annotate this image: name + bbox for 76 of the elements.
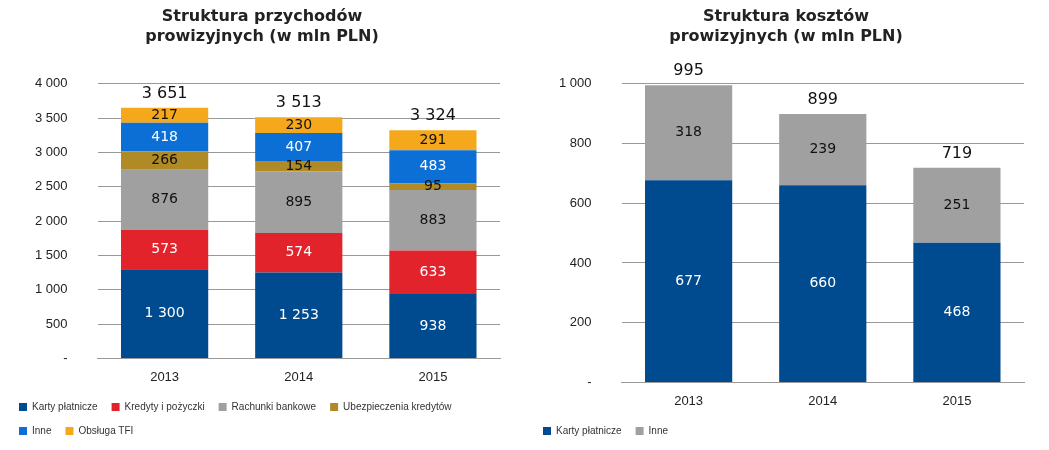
bar [255,232,343,273]
y-tick-label: 3 000 [34,144,68,160]
y-tick-label: 200 [569,314,592,330]
bar [121,269,209,358]
x-tick-label: 2015 [942,392,972,408]
y-tick-label: - [63,349,68,365]
total-label: 3 324 [410,105,456,125]
data-label: 418 [151,127,178,144]
y-tick-label: 400 [569,254,592,270]
total-label: 3 651 [141,82,188,102]
chart-title: Struktura kosztów prowizyjnych (w mln PLN) [668,6,904,46]
x-tick-label: 2013 [150,368,180,384]
data-label: 230 [285,115,313,132]
data-label: 154 [285,156,313,173]
data-label: 266 [151,151,179,168]
bar [121,229,209,270]
y-tick-label: 800 [569,135,592,151]
y-tick-label: 500 [45,315,68,331]
data-label: 660 [809,274,837,291]
data-label: 883 [419,210,447,227]
y-tick-label: 600 [569,194,592,210]
legend-label: Karty płatnicze [32,400,99,412]
legend-label: Obsługa TFI [78,424,134,436]
bar [389,294,477,358]
y-tick-label: 2 000 [34,212,68,228]
legend-label: Rachunki bankowe [231,400,317,412]
chart-title: Struktura przychodów prowizyjnych (w mln PLN) [144,6,380,46]
total-label: 995 [673,60,704,80]
total-label: 3 513 [275,92,322,112]
data-label: 318 [675,123,702,140]
total-label: 899 [807,89,839,109]
data-label: 1 253 [278,305,319,322]
legend-label: Ubezpieczenia kredytów [343,400,453,412]
bar [255,272,343,358]
data-label: 1 300 [144,304,185,321]
data-label: 633 [419,262,447,279]
data-label: 938 [419,316,447,333]
y-tick-label: 4 000 [34,75,68,91]
data-label: 217 [151,105,178,122]
legend-label: Karty płatnicze [556,424,623,436]
x-tick-label: 2014 [284,368,314,384]
data-label: 895 [285,192,313,209]
bar [389,130,477,151]
bar [645,180,733,382]
data-label: 876 [151,190,179,207]
data-label: 407 [285,137,313,154]
bar [779,185,867,382]
data-label: 468 [943,302,971,319]
legend-label: Kredyty i pożyczki [124,400,205,412]
bar [913,242,1001,382]
data-label: 574 [285,243,313,260]
bar [121,151,209,170]
y-tick-label: 3 500 [34,109,68,125]
data-label: 239 [809,140,837,157]
x-tick-label: 2015 [418,368,448,384]
y-tick-label: 1 000 [558,75,592,91]
data-label: 291 [419,130,447,147]
bar [255,117,343,134]
bar [255,133,343,161]
y-tick-label: 2 500 [34,178,68,194]
bar [255,160,343,172]
y-tick-label: 1 000 [34,281,68,297]
x-tick-label: 2013 [674,392,704,408]
legend-label: Inne [32,424,52,436]
y-tick-label: 1 500 [34,247,68,262]
bar [121,107,209,123]
data-label: 677 [675,271,702,288]
data-label: 483 [419,157,447,174]
bar [121,122,209,152]
y-tick-label: - [587,373,592,389]
total-label: 719 [941,142,973,162]
legend-label: Inne [648,424,669,436]
data-label: 251 [943,195,971,212]
data-label: 573 [151,240,178,257]
bar [389,250,477,295]
x-tick-label: 2014 [808,392,838,408]
